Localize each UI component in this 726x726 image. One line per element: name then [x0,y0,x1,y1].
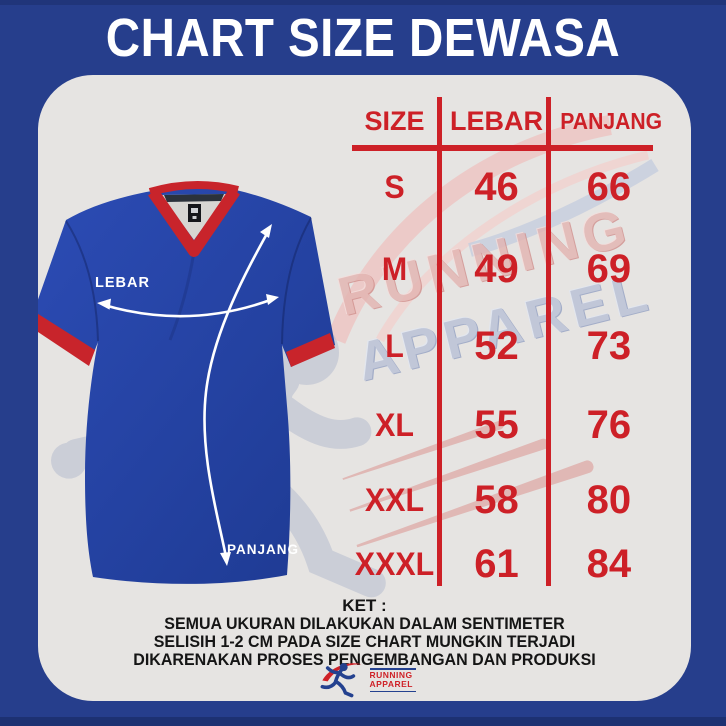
brand-logo: RUNNING APPAREL [38,659,691,701]
notes-line: DIKARENAKAN PROSES PENGEMBANGAN DAN PROD… [133,651,596,670]
column-header-lebar: LEBAR [449,106,543,136]
cell-panjang: 69 [586,247,632,291]
cell-lebar: 58 [474,478,519,522]
brand-words: RUNNING APPAREL [369,667,416,693]
brand-word-apparel: APPAREL [369,679,413,689]
notes-line: SEMUA UKURAN DILAKUKAN DALAM SENTIMETER [164,615,565,633]
length-arrow [203,229,271,558]
cell-panjang: 84 [586,542,632,586]
shirt-diagram [38,115,659,598]
table-header-row: SIZE LEBAR PANJANG [352,99,662,143]
column-header-size: SIZE [364,106,425,136]
table-divider-horizontal [352,145,653,151]
cell-panjang: 76 [586,403,632,447]
cell-size: XL [375,407,414,443]
notes-block: KET : SEMUA UKURAN DILAKUKAN DALAM SENTI… [38,596,691,670]
left-cuff [38,313,95,366]
runner-icon [320,663,361,698]
width-arrow [103,297,274,318]
cell-size: XXXL [354,546,435,582]
brand-bar [369,668,416,670]
cell-panjang: 66 [586,165,632,209]
brand-word-running: RUNNING [369,669,413,680]
tshirt-illustration [38,181,335,584]
top-border-strip [0,0,726,5]
measurement-arrows [97,224,279,566]
right-cuff [286,333,335,367]
table-row: XL 55 76 [352,393,653,457]
cell-lebar: 46 [474,165,519,209]
table-row: L 52 73 [352,314,653,378]
table-row: M 49 69 [352,237,653,301]
content-panel: RUNNING APPAREL LEBAR PANJANG SIZE LEBAR… [38,75,691,701]
table-row: S 46 66 [352,155,653,219]
width-label: LEBAR [95,275,150,291]
table-divider-vertical-2 [546,97,551,586]
notes-heading: KET : [342,596,387,615]
cell-lebar: 55 [474,403,519,447]
brand-bar [369,690,416,692]
cell-size: XXL [364,482,425,518]
cell-lebar: 49 [474,247,519,291]
table-row: XXL 58 80 [352,468,653,532]
table-divider-vertical-1 [437,97,442,586]
cell-size: L [385,328,404,364]
table-row: XXXL 61 84 [352,532,653,596]
cell-panjang: 80 [586,478,632,522]
column-header-panjang: PANJANG [560,108,663,134]
length-label: PANJANG [227,542,300,557]
cell-lebar: 61 [474,542,519,586]
cell-lebar: 52 [474,324,519,368]
notes-line: SELISIH 1-2 CM PADA SIZE CHART MUNGKIN T… [153,633,576,652]
cell-size: M [381,251,408,287]
cell-panjang: 73 [586,324,632,368]
page-title: CHART SIZE DEWASA [105,8,621,68]
bottom-border-strip [0,717,726,726]
cell-size: S [384,169,405,205]
